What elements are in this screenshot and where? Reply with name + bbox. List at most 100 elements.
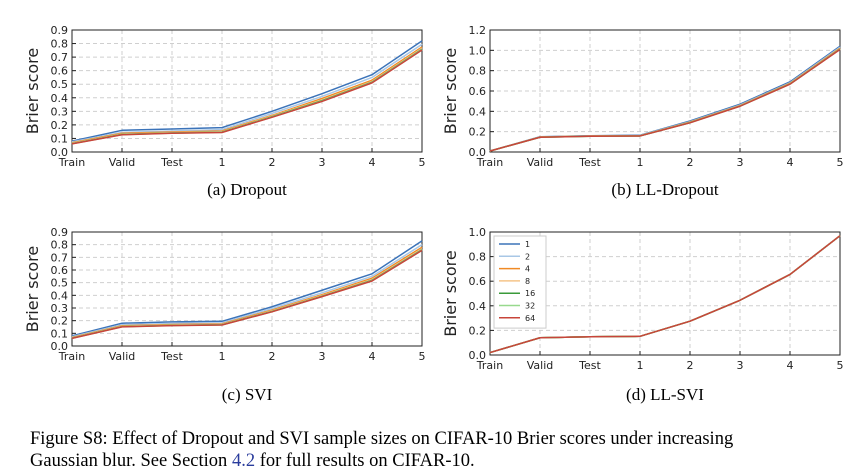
y-tick-label: 0.8 [469, 251, 487, 264]
y-tick-label: 0.7 [51, 51, 69, 64]
y-tick-label: 0.5 [51, 78, 69, 91]
y-tick-label: 0.4 [469, 300, 487, 313]
figure-caption-line-1: Figure S8: Effect of Dropout and SVI sam… [30, 429, 734, 449]
x-tick-label: Test [160, 156, 183, 169]
y-tick-label: 1.0 [469, 44, 487, 57]
x-tick-label: 2 [269, 156, 276, 169]
x-tick-label: Valid [527, 359, 554, 372]
subfigure-caption: (d) LL-SVI [626, 385, 704, 404]
section-reference-link[interactable]: 4.2 [231, 451, 256, 471]
figure-caption-text-b: for full results on CIFAR-10. [255, 451, 475, 471]
x-tick-label: Test [578, 359, 601, 372]
y-axis-label: Brier score [441, 250, 460, 337]
grid-b [489, 29, 841, 153]
x-tick-label: 1 [637, 359, 644, 372]
legend-box [493, 235, 547, 329]
series-line-64 [489, 48, 841, 152]
x-tick-label: 4 [787, 156, 794, 169]
legend-entry: 16 [525, 289, 535, 298]
x-tick-label: 1 [637, 156, 644, 169]
y-tick-label: 0.2 [51, 119, 69, 132]
y-tick-label: 0.3 [51, 105, 69, 118]
legend-entry: 4 [525, 265, 530, 274]
y-tick-label: 0.9 [51, 24, 69, 37]
y-tick-label: 0.1 [51, 132, 69, 145]
y-tick-label: 0.6 [51, 65, 69, 78]
y-tick-label: 1.0 [469, 226, 487, 239]
legend-entry: 64 [525, 314, 535, 323]
y-tick-label: 0.0 [469, 349, 487, 362]
y-tick-label: 1.2 [469, 24, 487, 37]
subfigure-caption: (c) SVI [222, 385, 273, 404]
x-tick-label: Test [578, 156, 601, 169]
legend-d: 1 2 4 8 16 32 64 [493, 235, 547, 329]
plot-frame [71, 231, 423, 347]
y-tick-label: 0.2 [469, 324, 487, 337]
subfigure-caption: (b) LL-Dropout [611, 180, 718, 199]
x-tick-label: 5 [837, 359, 844, 372]
x-tick-label: 3 [319, 350, 326, 363]
y-tick-label: 0.0 [51, 340, 69, 353]
x-tick-label: 3 [319, 156, 326, 169]
y-tick-label: 0.5 [51, 277, 69, 290]
series-line-64 [71, 49, 423, 145]
x-tick-label: 2 [687, 359, 694, 372]
x-tick-label: 5 [419, 156, 426, 169]
series-line-64 [71, 249, 423, 340]
y-tick-label: 0.6 [51, 264, 69, 277]
grid-c [71, 231, 423, 347]
x-tick-label: Valid [527, 156, 554, 169]
series-line-8 [489, 48, 841, 152]
figure-caption-text-a: Gaussian blur. See Section [30, 451, 232, 471]
series-line-1 [489, 45, 841, 152]
figure-caption-line-2: Gaussian blur. See Section 4.2 for full … [30, 450, 860, 472]
x-tick-label: Valid [109, 350, 136, 363]
chart-a: 0.00.10.20.30.40.50.60.70.80.9 Train Valid… [23, 24, 426, 199]
x-tick-label: 4 [787, 359, 794, 372]
x-tick-label: 2 [687, 156, 694, 169]
y-tick-label: 0.0 [469, 146, 487, 159]
x-tick-label: Train [58, 350, 85, 363]
legend-entry: 8 [525, 277, 530, 286]
y-tick-label: 0.4 [51, 289, 69, 302]
chart-c: 0.00.10.20.30.40.50.60.70.80.9 Train Valid… [23, 226, 426, 404]
y-tick-label: 0.9 [51, 226, 69, 239]
series-line-64 [489, 235, 841, 354]
y-tick-label: 0.0 [51, 146, 69, 159]
series-line-4 [71, 46, 423, 144]
y-tick-label: 0.2 [51, 315, 69, 328]
x-tick-label: 4 [369, 350, 376, 363]
series-line-16 [489, 48, 841, 152]
x-tick-label: 1 [219, 350, 226, 363]
x-tick-label: 5 [837, 156, 844, 169]
y-tick-label: 0.4 [469, 105, 487, 118]
series-line-16 [71, 48, 423, 145]
figure-caption: Figure S8: Effect of Dropout and SVI sam… [30, 428, 860, 472]
chart-d: 0.0 0.2 0.4 0.6 0.8 1.0 Train Valid Test 1 2 3 4 5 Bri… [441, 226, 844, 404]
x-tick-label: Valid [109, 156, 136, 169]
series-line-2 [489, 46, 841, 152]
legend-entry: 32 [525, 302, 535, 311]
x-tick-label: 4 [369, 156, 376, 169]
y-axis-label: Brier score [23, 246, 42, 333]
series-line-4 [489, 47, 841, 152]
x-tick-label: Test [160, 350, 183, 363]
y-tick-label: 0.2 [469, 126, 487, 139]
y-axis-label: Brier score [441, 48, 460, 135]
y-axis-label: Brier score [23, 48, 42, 135]
x-tick-label: 5 [419, 350, 426, 363]
x-tick-label: 1 [219, 156, 226, 169]
series-line-2 [71, 244, 423, 338]
chart-b: 0.0 0.2 0.4 0.6 0.8 1.0 1.2 Train Valid Test 1 2 3 4 5… [441, 24, 844, 199]
y-tick-label: 0.4 [51, 92, 69, 105]
y-tick-label: 0.8 [51, 239, 69, 252]
series-line-8 [71, 47, 423, 144]
y-tick-label: 0.1 [51, 327, 69, 340]
x-tick-label: Train [58, 156, 85, 169]
plot-frame [489, 231, 841, 356]
x-tick-label: Train [476, 359, 503, 372]
x-tick-label: 2 [269, 350, 276, 363]
y-tick-label: 0.7 [51, 251, 69, 264]
y-tick-label: 0.8 [51, 38, 69, 51]
